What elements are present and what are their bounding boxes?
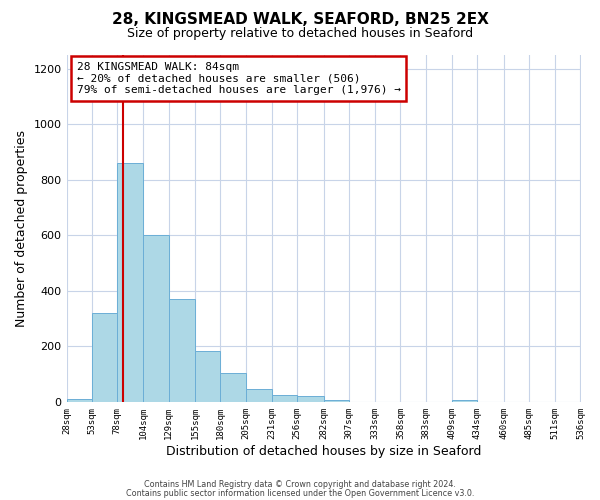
Text: Contains public sector information licensed under the Open Government Licence v3: Contains public sector information licen…: [126, 488, 474, 498]
Bar: [297, 396, 323, 402]
Text: Size of property relative to detached houses in Seaford: Size of property relative to detached ho…: [127, 28, 473, 40]
Bar: [452, 400, 478, 402]
Y-axis label: Number of detached properties: Number of detached properties: [15, 130, 28, 327]
Bar: [195, 350, 220, 402]
Bar: [245, 389, 272, 402]
Bar: [323, 400, 349, 402]
Text: 28, KINGSMEAD WALK, SEAFORD, BN25 2EX: 28, KINGSMEAD WALK, SEAFORD, BN25 2EX: [112, 12, 488, 28]
Bar: [117, 163, 143, 402]
Bar: [169, 299, 195, 402]
Bar: [143, 236, 169, 402]
Bar: [92, 313, 117, 402]
X-axis label: Distribution of detached houses by size in Seaford: Distribution of detached houses by size …: [166, 444, 481, 458]
Bar: [67, 399, 92, 402]
Bar: [272, 395, 297, 402]
Text: Contains HM Land Registry data © Crown copyright and database right 2024.: Contains HM Land Registry data © Crown c…: [144, 480, 456, 489]
Text: 28 KINGSMEAD WALK: 84sqm
← 20% of detached houses are smaller (506)
79% of semi-: 28 KINGSMEAD WALK: 84sqm ← 20% of detach…: [77, 62, 401, 95]
Bar: [220, 372, 245, 402]
